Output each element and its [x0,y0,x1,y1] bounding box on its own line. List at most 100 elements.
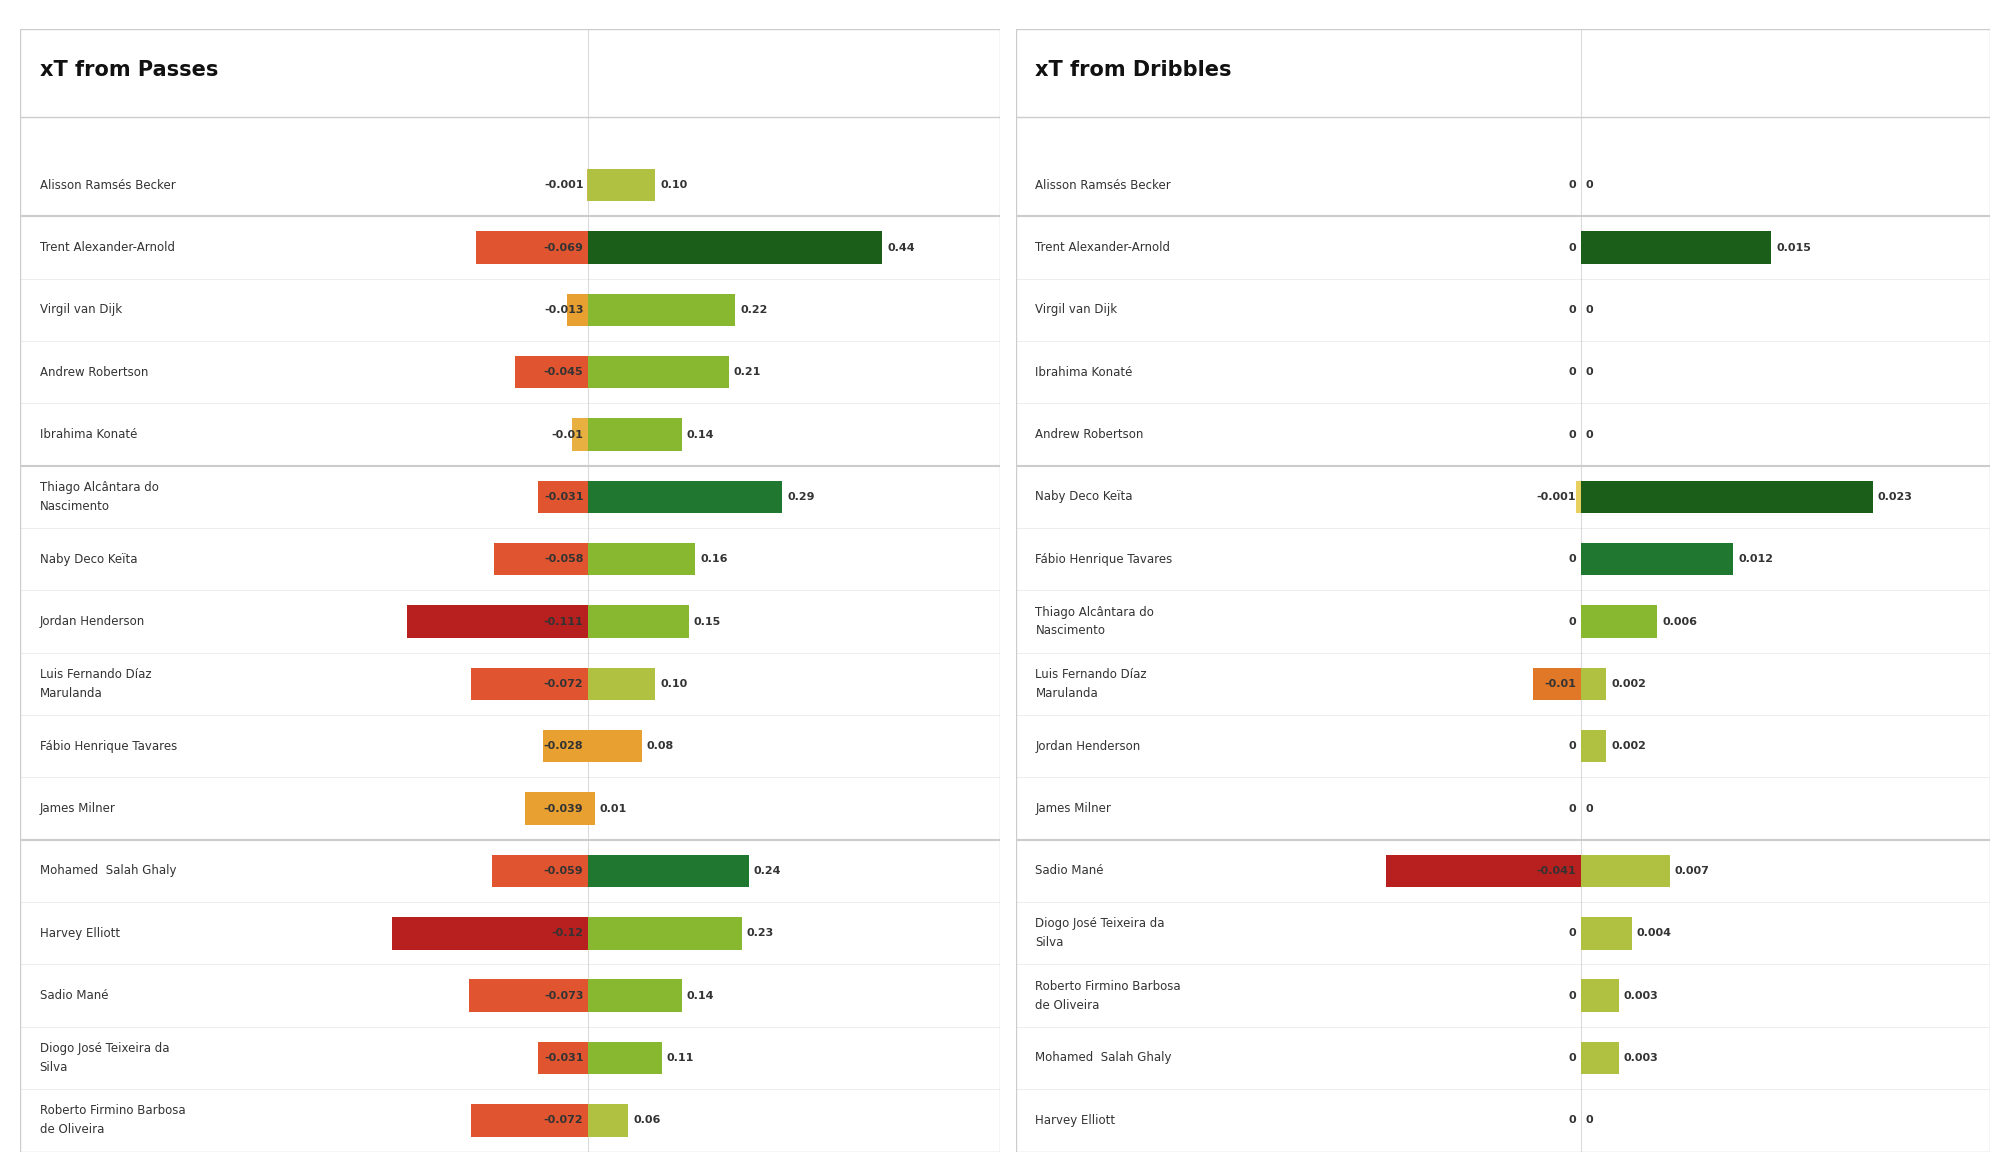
Text: Trent Alexander-Arnold: Trent Alexander-Arnold [1036,241,1170,254]
Bar [588,231,882,263]
Text: 0.003: 0.003 [1624,1053,1658,1063]
Bar [538,1042,588,1074]
Text: 0.14: 0.14 [686,430,714,439]
Text: Roberto Firmino Barbosa: Roberto Firmino Barbosa [1036,980,1182,993]
Text: -0.058: -0.058 [544,555,584,564]
Text: 0.14: 0.14 [686,991,714,1001]
Text: -0.111: -0.111 [544,617,584,626]
Bar [588,667,656,700]
Text: 0.01: 0.01 [600,804,628,813]
Bar [588,918,742,949]
Text: Naby Deco Keïta: Naby Deco Keïta [1036,490,1132,503]
Bar [408,605,588,638]
Text: 0.10: 0.10 [660,679,688,689]
Text: -0.041: -0.041 [1536,866,1576,877]
Bar [542,730,588,763]
Bar [568,294,588,327]
Text: Luis Fernando Díaz: Luis Fernando Díaz [1036,669,1148,682]
Text: 0: 0 [1586,1115,1594,1126]
Text: -0.073: -0.073 [544,991,584,1001]
Text: 0.002: 0.002 [1612,679,1646,689]
Text: Sadio Mané: Sadio Mané [40,989,108,1002]
Bar [1386,854,1580,887]
Text: Thiago Alcântara do: Thiago Alcântara do [1036,606,1154,619]
Text: 0.22: 0.22 [740,304,768,315]
Text: 0.21: 0.21 [734,368,760,377]
Text: 0: 0 [1568,991,1576,1001]
Bar [492,854,588,887]
Text: Ibrahima Konaté: Ibrahima Konaté [1036,365,1132,378]
Bar [588,169,656,201]
Bar [588,481,782,513]
Text: -0.001: -0.001 [544,180,584,190]
Text: de Oliveira: de Oliveira [1036,999,1100,1012]
Bar [588,605,688,638]
Text: xT from Passes: xT from Passes [40,60,218,80]
Text: James Milner: James Milner [40,803,116,815]
Bar [538,481,588,513]
Text: Virgil van Dijk: Virgil van Dijk [40,303,122,316]
Bar [588,854,748,887]
Text: Nascimento: Nascimento [40,499,110,512]
Bar [1580,481,1874,513]
Bar [1580,605,1658,638]
Text: Harvey Elliott: Harvey Elliott [40,927,120,940]
Text: 0.015: 0.015 [1776,242,1812,253]
Text: 0: 0 [1568,555,1576,564]
Text: Trent Alexander-Arnold: Trent Alexander-Arnold [40,241,174,254]
Bar [476,231,588,263]
Text: 0.007: 0.007 [1674,866,1710,877]
Bar [470,667,588,700]
Text: Luis Fernando Díaz: Luis Fernando Díaz [40,669,152,682]
Bar [588,294,736,327]
Text: 0.002: 0.002 [1612,741,1646,751]
Text: -0.059: -0.059 [544,866,584,877]
Text: Sadio Mané: Sadio Mané [1036,865,1104,878]
Bar [470,980,588,1012]
Text: Nascimento: Nascimento [1036,624,1106,638]
Text: Diogo José Teixeira da: Diogo José Teixeira da [40,1042,170,1055]
Text: Andrew Robertson: Andrew Robertson [1036,428,1144,441]
Text: 0.003: 0.003 [1624,991,1658,1001]
Text: de Oliveira: de Oliveira [40,1123,104,1136]
Bar [1580,854,1670,887]
Text: Jordan Henderson: Jordan Henderson [1036,740,1140,753]
Text: Roberto Firmino Barbosa: Roberto Firmino Barbosa [40,1104,186,1117]
Text: 0: 0 [1568,304,1576,315]
Text: 0: 0 [1568,741,1576,751]
Text: 0: 0 [1586,368,1594,377]
Bar [588,1104,628,1136]
Bar [588,418,682,451]
Text: 0.23: 0.23 [746,928,774,939]
Text: -0.12: -0.12 [552,928,584,939]
Text: 0: 0 [1586,430,1594,439]
Text: Marulanda: Marulanda [40,687,102,700]
Bar [572,418,588,451]
Text: 0.004: 0.004 [1636,928,1672,939]
Text: Alisson Ramsés Becker: Alisson Ramsés Becker [1036,179,1172,192]
Text: Thiago Alcântara do: Thiago Alcântara do [40,481,158,494]
Bar [524,792,588,825]
Bar [1580,918,1632,949]
Text: Fábio Henrique Tavares: Fábio Henrique Tavares [40,740,176,753]
Text: xT from Dribbles: xT from Dribbles [1036,60,1232,80]
Bar [588,543,696,576]
Text: -0.039: -0.039 [544,804,584,813]
Text: 0: 0 [1568,804,1576,813]
Bar [1580,730,1606,763]
Text: 0: 0 [1568,242,1576,253]
Bar [588,1042,662,1074]
Text: Diogo José Teixeira da: Diogo José Teixeira da [1036,918,1164,931]
Text: Andrew Robertson: Andrew Robertson [40,365,148,378]
Text: Naby Deco Keïta: Naby Deco Keïta [40,552,138,566]
Text: 0: 0 [1568,617,1576,626]
Text: Ibrahima Konaté: Ibrahima Konaté [40,428,136,441]
Text: 0: 0 [1586,304,1594,315]
Text: Jordan Henderson: Jordan Henderson [40,615,144,629]
Bar [470,1104,588,1136]
Text: 0.29: 0.29 [788,492,814,502]
Text: 0: 0 [1568,430,1576,439]
Text: 0.06: 0.06 [634,1115,660,1126]
Bar [1580,1042,1620,1074]
Text: -0.013: -0.013 [544,304,584,315]
